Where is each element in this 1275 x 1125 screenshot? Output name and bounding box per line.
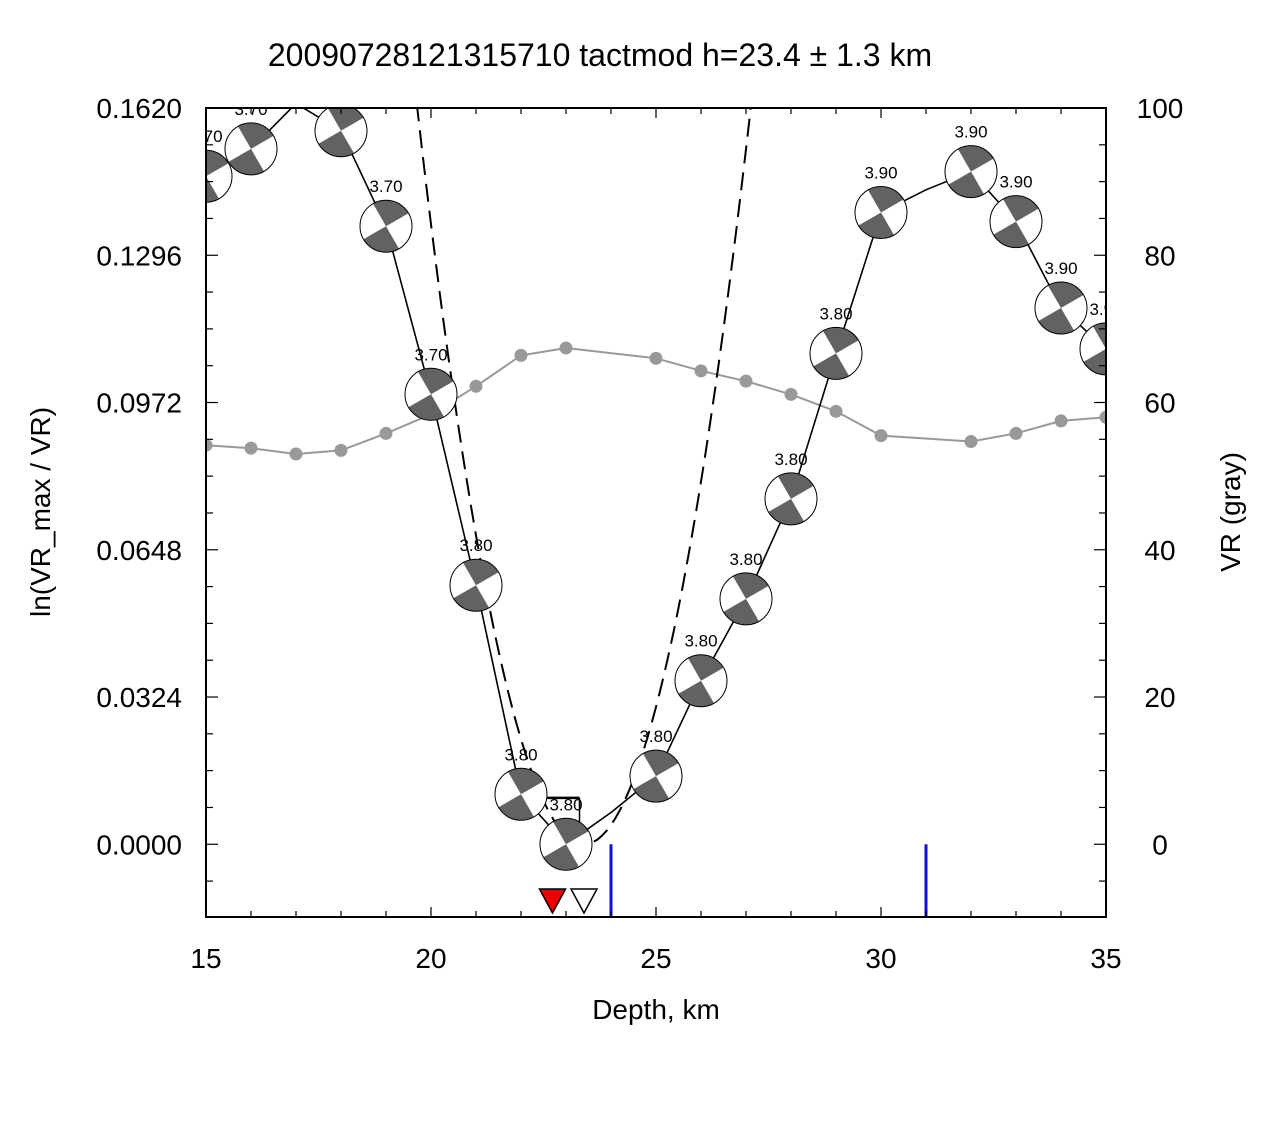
beachball-icon (494, 767, 548, 821)
y2-tick-label: 60 (1144, 388, 1175, 419)
depth-error-bar (543, 796, 581, 822)
vr-point (559, 341, 573, 355)
y2-tick-label: 20 (1144, 682, 1175, 713)
y-tick-label: 0.1620 (96, 93, 182, 124)
beachball-icon (1034, 281, 1088, 335)
magnitude-label: 3.70 (189, 127, 222, 146)
x-tick-label: 35 (1090, 943, 1121, 974)
magnitude-label: 3.80 (459, 536, 492, 555)
vr-point (244, 441, 258, 455)
beachball-icon (224, 122, 278, 176)
magnitude-label: 3.70 (414, 345, 447, 364)
magnitude-label: 3.90 (954, 123, 987, 142)
x-axis-ticks: 15 20 25 30 35 (190, 108, 1122, 974)
vr-point (784, 387, 798, 401)
vr-point (829, 404, 843, 418)
y-tick-label: 0.0000 (96, 829, 182, 860)
y2-axis-label: VR (gray) (1215, 452, 1246, 572)
chart-title: 20090728121315710 tactmod h=23.4 ± 1.3 k… (268, 37, 932, 73)
x-tick-label: 20 (415, 943, 446, 974)
y-tick-label: 0.0324 (96, 682, 182, 713)
vr-point (206, 438, 213, 452)
beachball-icon (629, 749, 683, 803)
magnitude-label: 3.80 (774, 450, 807, 469)
vr-point (334, 443, 348, 457)
beachball-icon (809, 326, 863, 380)
magnitude-label: 3.80 (819, 304, 852, 323)
beachball-icon (764, 472, 818, 526)
beachball-icon (449, 558, 503, 612)
magnitude-label: 3.80 (639, 727, 672, 746)
vr-point (514, 348, 528, 362)
vr-point (964, 435, 978, 449)
vr-point (469, 379, 483, 393)
vr-point (379, 426, 393, 440)
beachball-icon (359, 199, 413, 253)
plot-area: 3.703.703.703.703.803.803.803.803.803.80… (189, 108, 1122, 917)
beachball-icon (206, 149, 233, 203)
beachball-icon (674, 654, 728, 708)
beachball-icon (854, 186, 908, 239)
beachball-icon (404, 367, 458, 421)
magnitude-label: 3.90 (1044, 259, 1077, 278)
y2-tick-label: 40 (1144, 535, 1175, 566)
x-tick-label: 30 (865, 943, 896, 974)
y2-tick-label: 80 (1144, 240, 1175, 271)
x-tick-label: 25 (640, 943, 671, 974)
y-tick-label: 0.0648 (96, 535, 182, 566)
beachball-icon (314, 108, 368, 158)
vr-point (739, 374, 753, 388)
beachball-icon (539, 817, 593, 871)
y-tick-label: 0.1296 (96, 240, 182, 271)
x-tick-label: 15 (190, 943, 221, 974)
magnitude-label: 3.70 (369, 177, 402, 196)
beachball-icon (719, 572, 773, 626)
vr-point (649, 351, 663, 365)
magnitude-label: 3.80 (549, 795, 582, 814)
vr-point (1009, 426, 1023, 440)
vr-point (1099, 410, 1106, 424)
y2-axis-ticks: 0 20 40 60 80 100 (1094, 93, 1184, 882)
y2-tick-label: 100 (1137, 93, 1184, 124)
y-axis-label: ln(VR_max / VR) (25, 407, 56, 617)
magnitude-label: 3.90 (1089, 300, 1122, 319)
y-axis-ticks: 0.0000 0.0324 0.0648 0.0972 0.1296 0.1620 (96, 93, 218, 882)
y-tick-label: 0.0972 (96, 388, 182, 419)
vr-point (289, 447, 303, 461)
vr-point (1054, 414, 1068, 428)
y2-tick-label: 0 (1152, 829, 1168, 860)
open-triangle-marker (569, 888, 599, 915)
magnitude-label: 3.90 (864, 164, 897, 183)
vr-point (874, 429, 888, 443)
parabola-fit-curve (416, 108, 752, 846)
x-axis-label: Depth, km (592, 994, 720, 1025)
beachball-icon (944, 145, 998, 199)
magnitude-label: 3.80 (729, 550, 762, 569)
magnitude-label: 3.80 (684, 632, 717, 651)
red-triangle-marker (538, 888, 567, 915)
magnitude-label: 3.80 (504, 745, 537, 764)
beachball-icon (989, 195, 1043, 249)
vr-point (694, 364, 708, 378)
magnitude-label: 3.90 (999, 173, 1032, 192)
